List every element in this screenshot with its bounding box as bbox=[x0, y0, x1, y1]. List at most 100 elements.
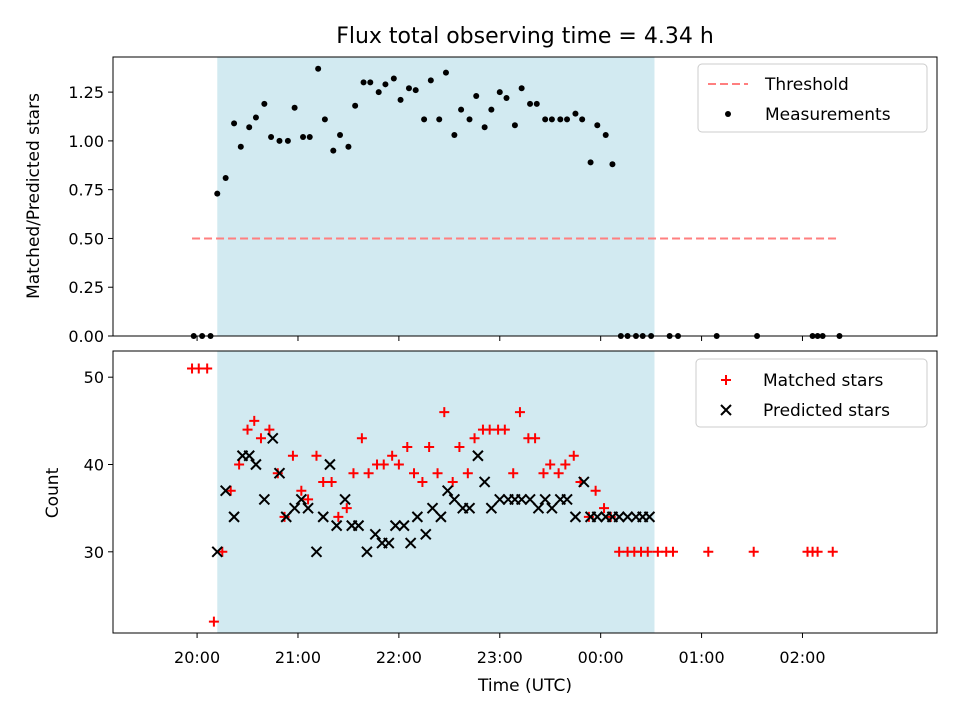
measurement-point bbox=[587, 159, 594, 166]
predicted-star-point bbox=[435, 511, 447, 523]
measurement-point bbox=[246, 124, 253, 131]
matched-star-point bbox=[469, 433, 480, 444]
measurement-point bbox=[252, 114, 259, 121]
top-y-tick-label: 1.00 bbox=[68, 132, 104, 151]
measurement-point bbox=[300, 133, 307, 140]
x-tick-label: 23:00 bbox=[477, 648, 523, 667]
x-tick-label: 00:00 bbox=[578, 648, 624, 667]
predicted-star-point bbox=[404, 537, 417, 549]
predicted-star-point bbox=[330, 519, 343, 532]
x-tick-label: 20:00 bbox=[174, 648, 220, 667]
measurement-point bbox=[284, 137, 291, 144]
predicted-star-point bbox=[561, 493, 573, 506]
top-axes-frame bbox=[112, 56, 938, 337]
predicted-star-point bbox=[324, 458, 336, 471]
predicted-star-point bbox=[352, 519, 365, 532]
matched-star-point bbox=[432, 468, 443, 479]
predicted-star-point bbox=[258, 493, 271, 506]
predicted-star-point bbox=[389, 519, 402, 532]
matched-star-point bbox=[545, 459, 556, 470]
predicted-star-point bbox=[515, 493, 528, 506]
matched-star-point bbox=[499, 424, 510, 435]
predicted-star-point bbox=[339, 493, 351, 506]
predicted-star-point bbox=[426, 502, 439, 514]
predicted-star-point bbox=[411, 511, 424, 523]
measurement-point bbox=[602, 132, 609, 139]
predicted-star-point bbox=[398, 519, 410, 532]
top-observing-span bbox=[217, 57, 655, 336]
matched-star-point bbox=[508, 468, 519, 479]
measurement-point bbox=[315, 65, 322, 72]
bottom-y-axis-label: Count bbox=[43, 467, 63, 518]
matched-star-point bbox=[264, 424, 275, 435]
legend-predicted-swatch bbox=[720, 404, 732, 416]
measurement-point bbox=[352, 102, 359, 109]
x-tick-label: 01:00 bbox=[679, 648, 725, 667]
predicted-star-point bbox=[472, 450, 484, 462]
measurement-point bbox=[572, 110, 579, 117]
top-panel: 0.00 0.25 0.50 0.75 1.00 1.25 Threshold Measure… bbox=[68, 56, 938, 346]
predicted-star-point bbox=[302, 502, 314, 514]
bottom-y-tick-label: 50 bbox=[84, 368, 104, 387]
matched-star-point bbox=[341, 503, 352, 514]
matched-star-point bbox=[614, 546, 625, 557]
predicted-star-point bbox=[485, 502, 498, 514]
matched-star-point bbox=[333, 511, 344, 522]
predicted-star-point bbox=[546, 502, 558, 514]
matched-star-point bbox=[417, 476, 428, 487]
measurement-point bbox=[390, 75, 397, 82]
legend-matched-label: Matched stars bbox=[763, 371, 883, 391]
measurement-point bbox=[466, 116, 473, 123]
predicted-star-point bbox=[539, 493, 551, 506]
predicted-star-point bbox=[569, 511, 582, 523]
measurement-point bbox=[594, 122, 601, 129]
measurement-point bbox=[481, 124, 488, 131]
predicted-star-point bbox=[288, 502, 301, 514]
matched-star-point bbox=[208, 616, 219, 627]
measurement-point bbox=[261, 100, 268, 107]
matched-star-point bbox=[272, 468, 283, 479]
measurement-point bbox=[442, 69, 449, 76]
measurement-point bbox=[427, 77, 434, 84]
matched-star-point bbox=[249, 415, 260, 426]
matched-star-point bbox=[234, 459, 245, 470]
predicted-star-point bbox=[243, 450, 255, 462]
measurement-point bbox=[276, 137, 283, 144]
matched-star-point bbox=[217, 546, 228, 557]
matched-star-point bbox=[447, 476, 458, 487]
matched-star-point bbox=[439, 407, 450, 418]
bottom-axes-frame bbox=[112, 350, 938, 634]
matched-star-point bbox=[484, 424, 495, 435]
matched-star-point bbox=[296, 485, 307, 496]
top-y-tick-label: 0.75 bbox=[68, 181, 104, 200]
measurement-point bbox=[397, 96, 404, 103]
predicted-star-point bbox=[310, 546, 323, 558]
predicted-star-point bbox=[578, 476, 590, 488]
predicted-star-point bbox=[273, 467, 286, 479]
predicted-star-point bbox=[420, 528, 432, 541]
measurement-point bbox=[579, 116, 586, 123]
chart-title: Flux total observing time = 4.34 h bbox=[336, 24, 714, 49]
legend-threshold-label: Threshold bbox=[764, 75, 849, 95]
predicted-star-point bbox=[532, 502, 545, 514]
matched-star-point bbox=[454, 442, 465, 453]
predicted-star-point bbox=[383, 537, 395, 549]
measurement-point bbox=[375, 89, 382, 96]
measurement-point bbox=[412, 87, 419, 94]
measurement-point bbox=[268, 133, 275, 140]
matched-star-point bbox=[348, 468, 359, 479]
top-y-tick-label: 1.25 bbox=[68, 83, 104, 102]
predicted-star-point bbox=[478, 476, 491, 488]
measurement-point bbox=[511, 122, 518, 129]
matched-star-point bbox=[242, 424, 253, 435]
legend-measurements-swatch bbox=[725, 111, 731, 117]
matched-star-point bbox=[202, 363, 213, 374]
measurement-point bbox=[306, 133, 313, 140]
measurement-point bbox=[291, 104, 298, 111]
matched-star-point bbox=[590, 485, 601, 496]
predicted-star-point bbox=[280, 511, 292, 523]
matched-star-point bbox=[530, 433, 541, 444]
predicted-star-point bbox=[448, 493, 461, 506]
matched-star-point bbox=[514, 407, 525, 418]
measurement-point bbox=[542, 116, 549, 123]
